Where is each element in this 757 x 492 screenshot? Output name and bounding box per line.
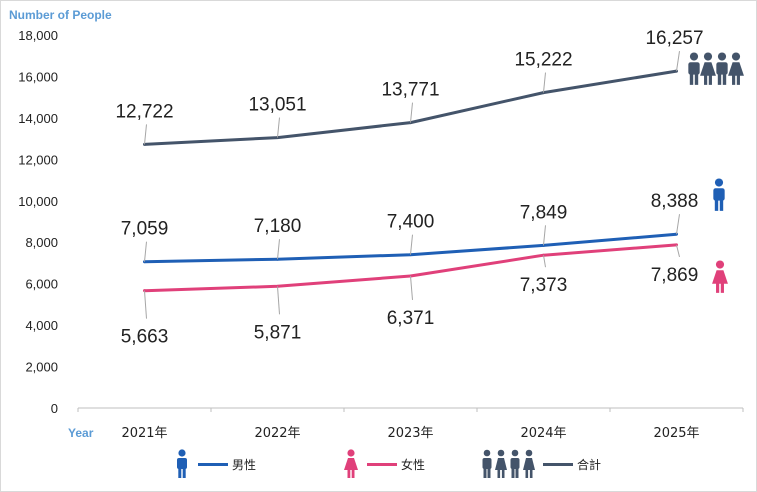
data-label: 7,849 — [520, 202, 568, 223]
y-tick-label: 18,000 — [18, 28, 58, 43]
leader-line — [410, 234, 413, 255]
x-axis-title: Year — [68, 426, 94, 440]
leader-line — [543, 72, 546, 93]
y-tick-label: 2,000 — [25, 360, 58, 375]
data-label: 8,388 — [651, 191, 699, 212]
x-tick-label: 2021年 — [121, 426, 167, 441]
group-people-icon — [482, 449, 535, 478]
x-tick-label: 2024年 — [520, 426, 566, 441]
legend-item-total: 合計 — [481, 446, 601, 482]
data-label: 6,371 — [387, 308, 435, 329]
male-person-icon — [177, 449, 187, 478]
legend-label-total: 合計 — [577, 457, 602, 472]
y-axis-title: Number of People — [9, 8, 112, 22]
y-tick-label: 8,000 — [25, 235, 58, 250]
leader-line — [543, 255, 546, 268]
y-tick-label: 0 — [51, 401, 58, 416]
data-label: 7,373 — [520, 275, 568, 296]
legend-label-male: 男性 — [232, 457, 257, 472]
male-person-icon — [713, 178, 725, 211]
data-label: 13,051 — [248, 95, 306, 116]
data-label: 12,722 — [115, 101, 173, 122]
female-person-icon — [712, 260, 728, 293]
data-label: 7,059 — [121, 219, 169, 240]
leader-line — [277, 117, 280, 138]
data-label: 16,257 — [645, 28, 703, 49]
legend-label-female: 女性 — [401, 457, 426, 472]
data-label: 7,400 — [387, 212, 435, 233]
group-people-icon — [688, 52, 744, 85]
data-label: 5,871 — [254, 322, 302, 343]
leader-line — [277, 286, 280, 315]
data-label: 7,869 — [651, 265, 699, 286]
x-tick-label: 2023年 — [387, 426, 433, 441]
x-tick-label: 2025年 — [653, 426, 699, 441]
data-label: 13,771 — [381, 80, 439, 101]
leader-line — [144, 290, 147, 319]
leader-line — [676, 214, 680, 235]
leader-line — [144, 124, 147, 145]
legend-line-female — [367, 462, 397, 466]
leader-line — [543, 225, 546, 246]
y-tick-label: 6,000 — [25, 277, 58, 292]
leader-line — [144, 241, 147, 262]
legend-line-total — [543, 462, 573, 466]
y-tick-label: 14,000 — [18, 111, 58, 126]
y-tick-label: 12,000 — [18, 152, 58, 167]
data-label: 15,222 — [514, 50, 572, 71]
series-line — [144, 232, 677, 264]
leader-line — [277, 239, 280, 260]
leader-line — [676, 51, 680, 72]
data-label: 7,180 — [254, 216, 302, 237]
legend-item-female: 女性 — [341, 446, 425, 482]
leader-line — [676, 244, 680, 258]
x-tick-label: 2022年 — [254, 426, 300, 441]
y-tick-label: 10,000 — [18, 194, 58, 209]
y-tick-label: 4,000 — [25, 318, 58, 333]
legend-item-male: 男性 — [172, 446, 256, 482]
leader-line — [410, 275, 413, 301]
leader-line — [410, 102, 413, 123]
legend-line-male — [198, 462, 228, 466]
female-person-icon — [344, 449, 358, 478]
data-label: 5,663 — [121, 327, 169, 348]
y-tick-label: 16,000 — [18, 69, 58, 84]
